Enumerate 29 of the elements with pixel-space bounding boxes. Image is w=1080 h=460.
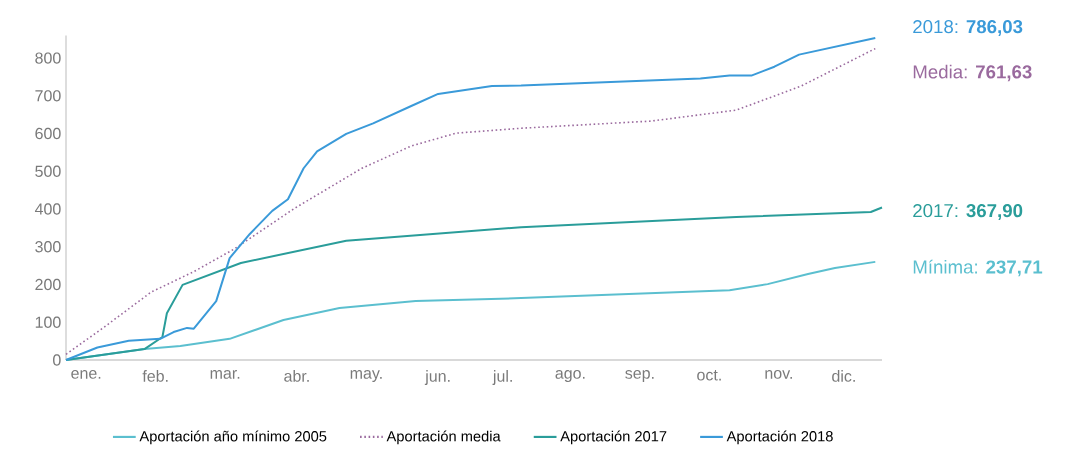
text: 2018: 786,03 (913, 20, 1023, 36)
x-tick-label: ago. (555, 370, 585, 382)
text: Mínima: 237,71 (913, 259, 1043, 277)
y-tick-label: 400 (34, 203, 61, 215)
x-tick-label: dic. (832, 370, 855, 382)
y-tick-label: 200 (35, 278, 61, 291)
x-tick-label: jul. (492, 370, 512, 385)
y-tick-label: 0 (53, 354, 61, 366)
x-tick-label: oct. (697, 370, 721, 381)
x-tick-label: sep. (625, 370, 654, 382)
y-tick-label: 500 (35, 165, 61, 177)
y-tick-label: 100 (35, 316, 61, 328)
legend-label: Aportación media (386, 430, 501, 445)
legend-label: Aportación año mínimo 2005 (139, 430, 327, 445)
x-tick-label: abr. (284, 370, 309, 382)
legend-label: Aportación 2017 (560, 430, 667, 445)
y-tick-label: 600 (35, 127, 61, 140)
legend-label: Aportación 2018 (726, 430, 833, 445)
x-tick-label: feb. (142, 370, 168, 382)
x-tick-label: nov. (765, 370, 792, 379)
x-tick-label: mar. (210, 370, 240, 379)
y-tick-label: 300 (35, 241, 61, 253)
x-tick-label: ene. (71, 370, 101, 379)
text: Media: 761,63 (913, 64, 1032, 82)
x-tick-label: may. (350, 370, 382, 382)
y-tick-label: 700 (35, 90, 61, 102)
y-tick-label: 800 (35, 52, 61, 64)
text: 2017: 367,90 (913, 204, 1023, 220)
x-tick-label: jun. (424, 370, 450, 385)
